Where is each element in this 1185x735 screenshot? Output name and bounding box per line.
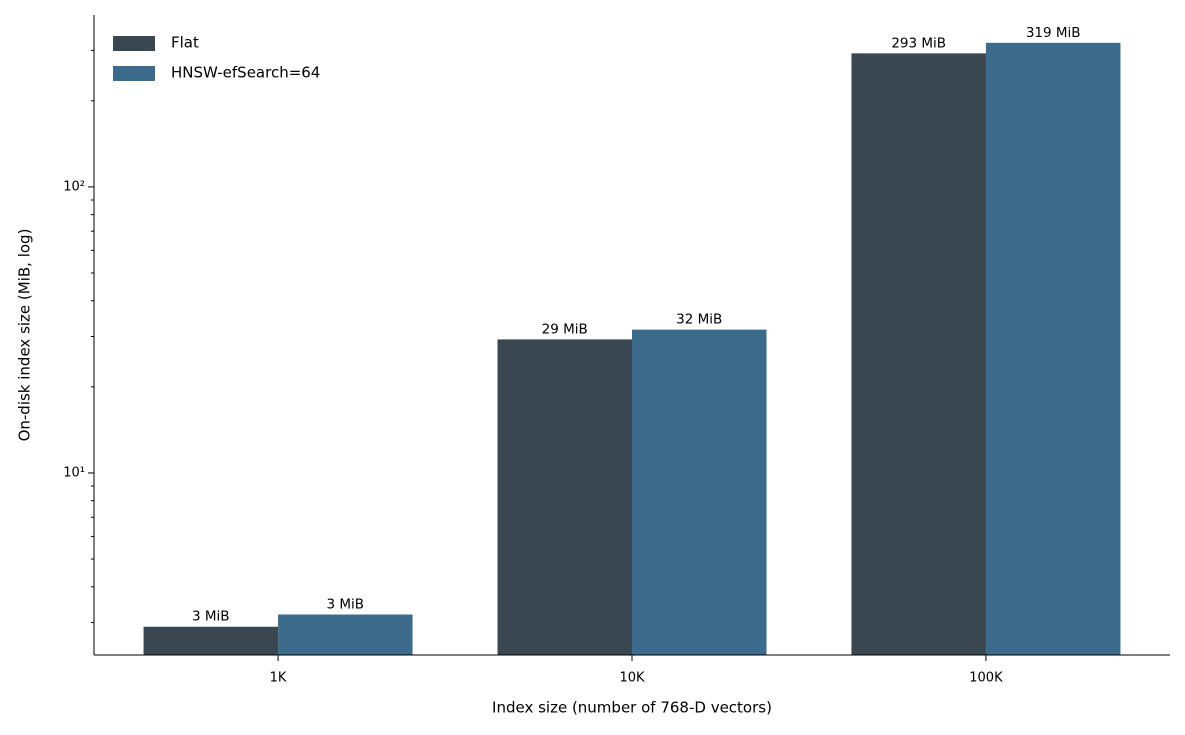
data-label: 3 MiB xyxy=(192,609,230,625)
data-label: 319 MiB xyxy=(1026,25,1081,41)
data-label: 3 MiB xyxy=(327,597,365,613)
legend-swatch xyxy=(113,36,155,51)
data-label: 29 MiB xyxy=(542,321,588,337)
bar xyxy=(497,339,632,655)
x-tick-label: 100K xyxy=(969,671,1003,686)
y-tick-label: 10² xyxy=(63,179,85,194)
data-label: 293 MiB xyxy=(891,35,946,51)
y-tick-label: 10¹ xyxy=(63,465,85,480)
x-tick-label: 10K xyxy=(619,671,645,686)
legend-label: Flat xyxy=(171,34,199,52)
bar xyxy=(278,614,413,655)
y-axis-label: On-disk index size (MiB, log) xyxy=(16,229,34,442)
data-label: 32 MiB xyxy=(676,312,722,328)
x-axis-label: Index size (number of 768-D vectors) xyxy=(492,699,772,717)
legend-label: HNSW-efSearch=64 xyxy=(171,64,320,82)
bar xyxy=(143,626,279,655)
bar xyxy=(985,42,1121,656)
bar xyxy=(632,329,767,655)
bar xyxy=(851,53,986,656)
x-tick-label: 1K xyxy=(270,671,287,686)
legend-swatch xyxy=(113,66,155,81)
